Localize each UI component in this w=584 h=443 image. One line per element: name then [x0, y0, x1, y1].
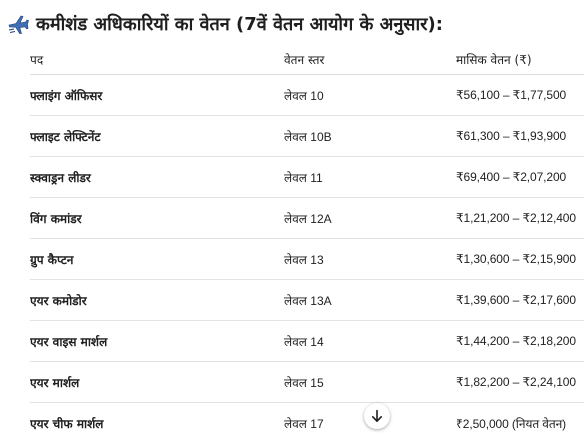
- cell-post: ग्रुप कैप्टन: [30, 239, 284, 280]
- cell-monthly-salary: ₹56,100 – ₹1,77,500: [456, 75, 584, 116]
- section-heading: कमीशंड अधिकारियों का वेतन (7वें वेतन आयो…: [6, 8, 443, 40]
- cell-post: एयर वाइस मार्शल: [30, 321, 284, 362]
- scroll-down-button[interactable]: [364, 403, 390, 429]
- cell-monthly-salary: ₹1,82,200 – ₹2,24,100: [456, 362, 584, 403]
- salary-table: पद वेतन स्तर मासिक वेतन (₹) फ्लाइंग ऑफिस…: [30, 44, 584, 443]
- column-header-post: पद: [30, 44, 284, 75]
- page-title: कमीशंड अधिकारियों का वेतन (7वें वेतन आयो…: [36, 12, 443, 36]
- cell-post: एयर कमोडोर: [30, 280, 284, 321]
- table-row: एयर कमोडोर लेवल 13A ₹1,39,600 – ₹2,17,60…: [30, 280, 584, 321]
- cell-monthly-salary: ₹69,400 – ₹2,07,200: [456, 157, 584, 198]
- cell-pay-level: लेवल 12A: [284, 198, 456, 239]
- table-row: फ्लाइंग ऑफिसर लेवल 10 ₹56,100 – ₹1,77,50…: [30, 75, 584, 116]
- cell-pay-level: लेवल 10: [284, 75, 456, 116]
- cell-post: फ्लाइट लेफ्टिनेंट: [30, 116, 284, 157]
- cell-pay-level: लेवल 15: [284, 362, 456, 403]
- cell-monthly-salary: ₹1,39,600 – ₹2,17,600: [456, 280, 584, 321]
- cell-pay-level: लेवल 14: [284, 321, 456, 362]
- cell-monthly-salary: ₹1,21,200 – ₹2,12,400: [456, 198, 584, 239]
- cell-pay-level: लेवल 11: [284, 157, 456, 198]
- cell-monthly-salary: ₹1,44,200 – ₹2,18,200: [456, 321, 584, 362]
- table-row: विंग कमांडर लेवल 12A ₹1,21,200 – ₹2,12,4…: [30, 198, 584, 239]
- cell-post: एयर मार्शल: [30, 362, 284, 403]
- cell-monthly-salary: ₹1,30,600 – ₹2,15,900: [456, 239, 584, 280]
- cell-pay-level: लेवल 13A: [284, 280, 456, 321]
- table-row: एयर वाइस मार्शल लेवल 14 ₹1,44,200 – ₹2,1…: [30, 321, 584, 362]
- table-row: स्क्वाड्रन लीडर लेवल 11 ₹69,400 – ₹2,07,…: [30, 157, 584, 198]
- table-row: एयर मार्शल लेवल 15 ₹1,82,200 – ₹2,24,100: [30, 362, 584, 403]
- cell-post: स्क्वाड्रन लीडर: [30, 157, 284, 198]
- table-row: ग्रुप कैप्टन लेवल 13 ₹1,30,600 – ₹2,15,9…: [30, 239, 584, 280]
- cell-monthly-salary: ₹61,300 – ₹1,93,900: [456, 116, 584, 157]
- cell-monthly-salary: ₹2,50,000 (नियत वेतन): [456, 403, 584, 443]
- table-row: एयर चीफ मार्शल लेवल 17 ₹2,50,000 (नियत व…: [30, 403, 584, 443]
- cell-post: विंग कमांडर: [30, 198, 284, 239]
- table-header-row: पद वेतन स्तर मासिक वेतन (₹): [30, 44, 584, 75]
- cell-pay-level: लेवल 10B: [284, 116, 456, 157]
- cell-pay-level: लेवल 13: [284, 239, 456, 280]
- cell-post: एयर चीफ मार्शल: [30, 403, 284, 443]
- cell-post: फ्लाइंग ऑफिसर: [30, 75, 284, 116]
- arrow-down-icon: [370, 409, 384, 423]
- column-header-monthly-salary: मासिक वेतन (₹): [456, 44, 584, 75]
- table-row: फ्लाइट लेफ्टिनेंट लेवल 10B ₹61,300 – ₹1,…: [30, 116, 584, 157]
- column-header-pay-level: वेतन स्तर: [284, 44, 456, 75]
- airplane-icon: [6, 12, 30, 36]
